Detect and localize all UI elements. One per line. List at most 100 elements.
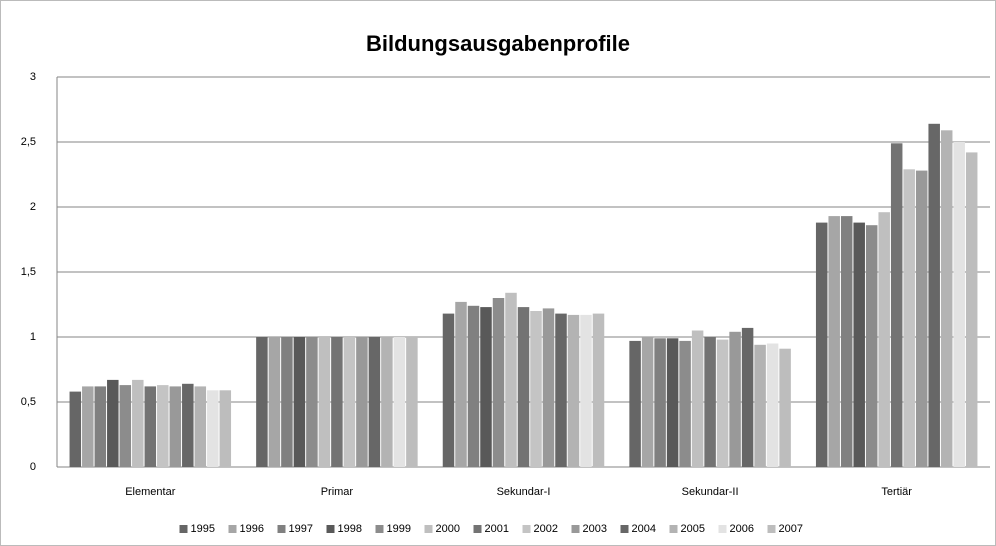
bar xyxy=(480,307,492,467)
y-tick-label: 3 xyxy=(30,71,36,83)
legend-label: 1998 xyxy=(338,523,362,535)
legend-swatch xyxy=(767,525,776,533)
legend-swatch xyxy=(375,525,384,533)
bar xyxy=(455,301,467,467)
bar xyxy=(555,313,567,467)
bar xyxy=(207,390,219,467)
bar xyxy=(704,337,716,467)
bar xyxy=(766,343,779,467)
bar xyxy=(182,383,194,467)
bar xyxy=(406,337,418,467)
bar xyxy=(517,307,530,467)
legend-label: 1995 xyxy=(191,523,215,535)
legend-swatch xyxy=(424,525,433,533)
legend-swatch xyxy=(277,525,286,533)
bar xyxy=(132,379,144,467)
legend-label: 2000 xyxy=(436,523,460,535)
bar xyxy=(940,130,953,468)
legend-swatch xyxy=(571,525,580,533)
bar xyxy=(144,386,157,467)
bar xyxy=(306,337,318,467)
bar xyxy=(928,123,940,468)
x-tick-label: Primar xyxy=(321,486,354,498)
legend-swatch xyxy=(620,525,629,533)
bar xyxy=(268,337,281,467)
bar xyxy=(878,212,890,467)
legend-swatch xyxy=(179,525,188,533)
y-tick-label: 2,5 xyxy=(21,136,36,148)
bar xyxy=(654,338,666,467)
bar xyxy=(219,390,232,467)
bar xyxy=(331,337,343,467)
bar xyxy=(393,337,406,467)
bar xyxy=(442,313,455,467)
y-tick-label: 0,5 xyxy=(21,396,36,408)
bar xyxy=(641,337,654,467)
bar xyxy=(965,152,978,467)
legend-label: 2001 xyxy=(485,523,509,535)
bar xyxy=(256,337,268,467)
legend-swatch xyxy=(473,525,482,533)
bar xyxy=(467,305,480,467)
bar xyxy=(666,338,679,467)
x-tick-label: Sekundar-II xyxy=(682,486,739,498)
bar xyxy=(729,331,741,467)
legend-label: 2003 xyxy=(583,523,607,535)
bar xyxy=(580,314,592,467)
bar xyxy=(530,311,542,467)
y-tick-label: 0 xyxy=(30,461,36,473)
bar xyxy=(94,386,107,467)
bar xyxy=(542,308,555,467)
bar xyxy=(356,337,368,467)
legend-label: 2005 xyxy=(681,523,705,535)
legend-label: 2002 xyxy=(534,523,558,535)
legend-label: 1999 xyxy=(387,523,411,535)
bar xyxy=(169,386,182,467)
bar xyxy=(82,386,94,467)
legend-label: 1996 xyxy=(240,523,264,535)
bar xyxy=(281,337,293,467)
legend-label: 2007 xyxy=(779,523,803,535)
legend-swatch xyxy=(326,525,335,533)
bar xyxy=(194,386,207,467)
bar xyxy=(69,391,82,467)
bar xyxy=(567,314,580,467)
bar xyxy=(741,327,754,467)
bar xyxy=(865,225,878,467)
bar xyxy=(779,348,791,467)
bar xyxy=(828,216,840,467)
bar xyxy=(119,385,132,467)
bar xyxy=(107,379,119,467)
bar xyxy=(691,330,704,467)
bar xyxy=(505,292,517,467)
bar xyxy=(754,344,766,467)
y-tick-label: 1 xyxy=(30,331,36,343)
legend-swatch xyxy=(718,525,727,533)
x-tick-label: Tertiär xyxy=(881,486,912,498)
bar xyxy=(890,143,903,468)
x-tick-label: Elementar xyxy=(125,486,175,498)
x-tick-label: Sekundar-I xyxy=(497,486,551,498)
bar xyxy=(318,337,331,467)
legend-swatch xyxy=(669,525,678,533)
bar xyxy=(368,337,381,467)
bar xyxy=(716,339,729,467)
bar xyxy=(592,313,605,467)
bar xyxy=(492,298,505,467)
chart-title: Bildungsausgabenprofile xyxy=(366,31,630,56)
bar xyxy=(157,385,169,467)
legend-label: 1997 xyxy=(289,523,313,535)
bar xyxy=(953,142,965,467)
legend-swatch xyxy=(522,525,531,533)
bar xyxy=(840,216,853,467)
bar xyxy=(293,337,306,467)
bar xyxy=(629,340,641,467)
y-tick-label: 2 xyxy=(30,201,36,213)
legend-swatch xyxy=(228,525,237,533)
bar xyxy=(903,169,915,468)
bar xyxy=(815,222,828,467)
bar xyxy=(853,222,865,467)
bar xyxy=(915,170,928,467)
bar xyxy=(679,340,691,467)
